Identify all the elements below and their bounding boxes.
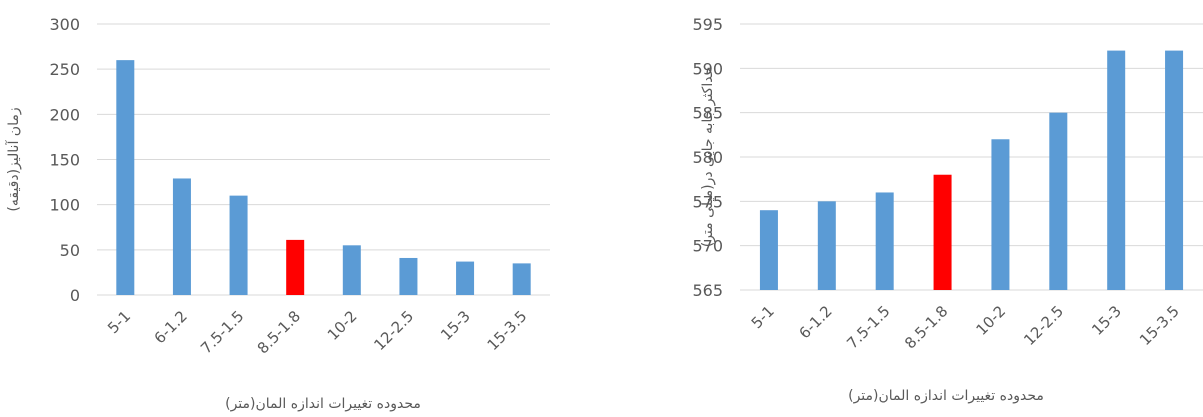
y-tick-label: 250 — [49, 60, 80, 79]
bar — [818, 201, 836, 290]
x-tick-label: 15-3 — [1088, 302, 1125, 339]
analysis-time-chart: 0 50 100 150 200 250 300 5-1 6-1.2 7.5-1.5 8.5-1.8… — [5, 15, 550, 412]
x-axis-title: محدوده تغییرات اندازه المان(متر) — [225, 396, 421, 412]
bar — [760, 210, 778, 290]
bar — [230, 196, 248, 295]
y-tick-label: 100 — [49, 196, 80, 215]
x-tick-label: 8.5-1.8 — [901, 302, 951, 352]
bar — [1107, 51, 1125, 290]
y-tick-label: 300 — [49, 15, 80, 34]
y-tick-label: 150 — [49, 151, 80, 170]
y-tick-label: 565 — [692, 281, 723, 300]
x-tick-label: 8.5-1.8 — [254, 307, 304, 357]
x-tick-label: 5-1 — [104, 307, 134, 337]
y-axis-title: زمان آنالیز(دقیقه) — [5, 107, 22, 211]
bar — [1049, 113, 1067, 290]
bar-highlighted — [286, 240, 304, 295]
bar — [876, 192, 894, 290]
x-tick-label: 12-2.5 — [1020, 302, 1067, 349]
y-tick-label: 595 — [692, 15, 723, 34]
y-tick-label: 200 — [49, 105, 80, 124]
x-tick-label: 10-2 — [972, 302, 1009, 339]
bar — [173, 178, 191, 295]
bar — [991, 139, 1009, 290]
x-tick-label: 15-3.5 — [1136, 302, 1183, 349]
bar — [513, 263, 531, 295]
y-axis-title: حداکثر جابه جایی در(میلی متر) — [700, 67, 716, 248]
bar — [1165, 51, 1183, 290]
x-axis-title: محدوده تغییرات اندازه المان(متر) — [848, 388, 1044, 404]
x-tick-label: 7.5-1.5 — [197, 307, 247, 357]
x-tick-label: 6-1.2 — [795, 302, 835, 342]
x-tick-label: 7.5-1.5 — [843, 302, 893, 352]
x-tick-label: 10-2 — [324, 307, 361, 344]
bar — [343, 245, 361, 295]
x-tick-label: 12-2.5 — [370, 307, 417, 354]
x-tick-label: 15-3 — [437, 307, 474, 344]
x-tick-label: 6-1.2 — [151, 307, 191, 347]
x-tick-label: 15-3.5 — [484, 307, 531, 354]
bar — [116, 60, 134, 295]
y-tick-label: 0 — [70, 286, 80, 305]
bar — [456, 262, 474, 295]
bar-highlighted — [934, 175, 952, 290]
bar — [399, 258, 417, 295]
y-tick-label: 50 — [60, 241, 80, 260]
x-tick-label: 5-1 — [748, 302, 778, 332]
